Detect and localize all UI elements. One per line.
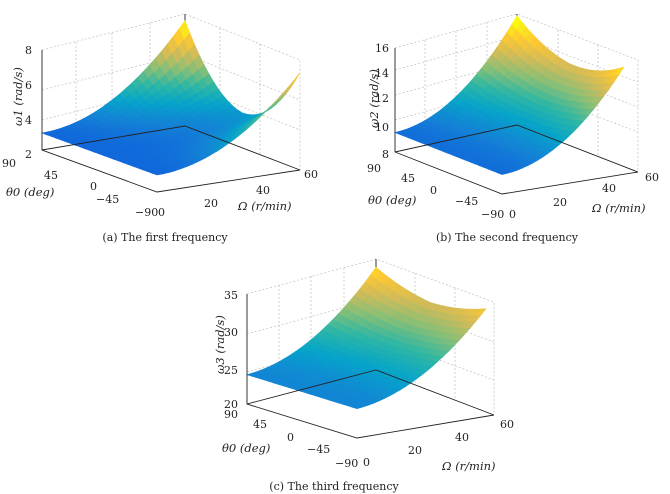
y-axis-label: θ0 (deg)	[222, 441, 270, 455]
x-tick: 20	[553, 196, 567, 209]
z-tick: 2	[25, 148, 32, 161]
z-tick: 8	[25, 44, 32, 57]
y-tick: −45	[455, 195, 478, 208]
z-tick: 10	[375, 121, 389, 134]
y-tick: 90	[224, 408, 238, 421]
y-tick: 45	[44, 169, 58, 182]
x-tick: 40	[256, 184, 270, 197]
y-tick: 90	[367, 162, 381, 175]
x-tick: 60	[500, 418, 514, 431]
y-tick: 45	[401, 172, 415, 185]
panel-c-z-ticks: 35 30 25 20	[224, 289, 238, 411]
x-axis-label: Ω (r/min)	[591, 201, 646, 215]
x-tick: 0	[509, 208, 516, 221]
z-tick: 25	[224, 364, 238, 377]
x-tick: 60	[304, 168, 318, 181]
x-tick: 0	[363, 456, 370, 469]
panel-a-z-ticks: 8 6 4 2	[25, 44, 32, 161]
x-tick: 0	[158, 206, 165, 219]
y-axis-label: θ0 (deg)	[6, 185, 54, 199]
panel-b: 16 14 12 10 8 90 45 0 −45 −90 0 20 40 60…	[367, 13, 659, 244]
y-axis-label: θ0 (deg)	[368, 193, 416, 207]
panel-c-caption: (c) The third frequency	[269, 480, 399, 493]
panel-a-surface	[40, 19, 301, 176]
y-tick: −90	[135, 206, 158, 219]
panel-a-x-ticks: 0 20 40 60	[158, 168, 318, 219]
panel-b-surface	[394, 15, 625, 175]
z-tick: 30	[224, 326, 238, 339]
panel-a-y-ticks: 90 45 0 −45 −90	[2, 157, 158, 219]
z-tick: 12	[375, 92, 389, 105]
z-tick: 8	[382, 148, 389, 161]
y-tick: 0	[90, 180, 97, 193]
z-tick: 35	[224, 289, 238, 302]
z-axis-label: ω3 (rad/s)	[213, 315, 227, 374]
panel-b-caption: (b) The second frequency	[436, 231, 579, 244]
z-tick: 6	[25, 79, 32, 92]
y-tick: 90	[2, 157, 16, 170]
surface-patch	[351, 405, 364, 410]
panel-a-box	[41, 50, 301, 193]
panel-c-box	[246, 294, 495, 439]
panel-b-box	[394, 48, 639, 195]
z-tick: 20	[224, 398, 238, 411]
x-tick: 40	[602, 182, 616, 195]
y-tick: 0	[287, 431, 294, 444]
z-tick: 14	[375, 67, 389, 80]
z-tick: 4	[25, 114, 32, 127]
surface-patch	[496, 171, 509, 175]
panel-b-y-ticks: 90 45 0 −45 −90	[367, 162, 504, 221]
y-tick: −45	[307, 443, 330, 456]
panel-c-y-ticks: 90 45 0 −45 −90	[224, 408, 358, 470]
panel-b-z-ticks: 16 14 12 10 8	[375, 42, 389, 161]
x-tick: 20	[204, 197, 218, 210]
x-tick: 40	[455, 431, 469, 444]
z-axis-label: ω1 (rad/s)	[11, 67, 25, 126]
y-tick: −90	[335, 457, 358, 470]
panel-c: 35 30 25 20 90 45 0 −45 −90 0 20 40 60 ω…	[213, 258, 514, 493]
x-tick: 60	[645, 171, 659, 184]
panel-c-x-ticks: 0 20 40 60	[363, 418, 514, 469]
x-axis-label: Ω (r/min)	[237, 199, 292, 213]
x-axis-label: Ω (r/min)	[441, 459, 496, 473]
surface-patch	[151, 171, 165, 176]
x-tick: 20	[408, 444, 422, 457]
z-axis-label: ω2 (rad/s)	[367, 69, 381, 128]
y-tick: 45	[253, 418, 267, 431]
panel-c-surface	[245, 266, 487, 410]
panel-a-caption: (a) The first frequency	[102, 231, 228, 244]
y-tick: −45	[96, 193, 119, 206]
y-tick: 0	[430, 184, 437, 197]
z-tick: 16	[375, 42, 389, 55]
panel-a: 8 6 4 2 90 45 0 −45 −90 0 20 40 60 ω1 (r…	[2, 13, 318, 244]
y-tick: −90	[481, 208, 504, 221]
panel-b-x-ticks: 0 20 40 60	[509, 171, 659, 221]
